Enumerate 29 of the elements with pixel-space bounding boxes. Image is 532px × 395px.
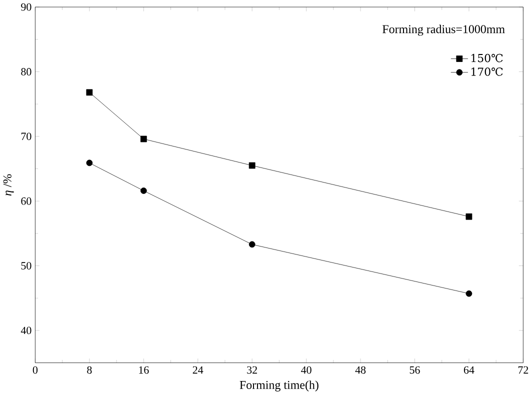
x-tick-label: 32	[247, 366, 257, 374]
x-tick-label: 48	[355, 366, 366, 374]
x-tick-label: 64	[464, 366, 474, 374]
point	[248, 241, 256, 248]
legend-title: Forming radius=1000mm	[382, 24, 505, 36]
x-tick-label: 16	[139, 366, 149, 374]
point	[140, 188, 147, 194]
point	[466, 290, 472, 297]
y-tick-label: 80	[21, 68, 32, 76]
x-tick-label: 0	[32, 366, 38, 374]
y-tick-label: 70	[21, 132, 32, 140]
x-tick-label: 56	[410, 366, 420, 374]
point	[140, 136, 147, 142]
x-tick-label: 24	[192, 366, 204, 374]
y-tick-label: 60	[21, 197, 32, 205]
x-axis-title: Forming time(h)	[240, 380, 318, 392]
x-tick-label: 40	[301, 366, 312, 374]
y-tick-label: 90	[21, 3, 32, 11]
legend-label: 150℃	[471, 54, 503, 62]
point	[86, 160, 93, 166]
point	[86, 89, 93, 96]
legend-label: 170℃	[471, 68, 503, 76]
y-tick-label: 50	[21, 262, 32, 270]
point	[466, 214, 472, 220]
y-axis-title: η /%	[3, 174, 14, 196]
point	[248, 162, 256, 169]
x-tick-label: 8	[87, 366, 92, 374]
x-tick-label: 72	[518, 366, 528, 374]
y-tick-label: 40	[20, 326, 32, 334]
